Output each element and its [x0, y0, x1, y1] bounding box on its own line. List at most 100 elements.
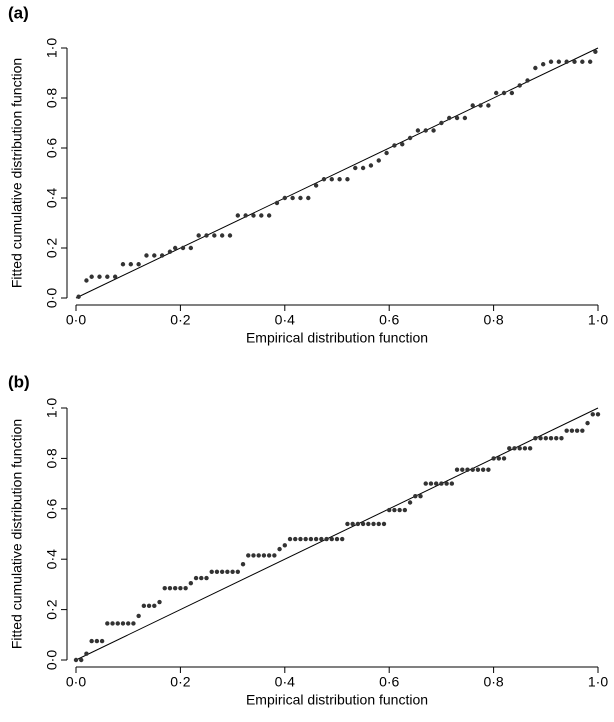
point: [319, 536, 324, 542]
x-tick-label: 0·2: [170, 674, 190, 690]
point: [274, 200, 280, 206]
point: [533, 436, 538, 441]
point: [167, 585, 173, 591]
point: [400, 142, 405, 147]
point: [381, 521, 387, 527]
point: [334, 536, 340, 542]
point: [353, 165, 358, 171]
point: [554, 436, 559, 441]
point: [251, 553, 256, 558]
point: [313, 183, 319, 188]
point: [556, 59, 562, 64]
point: [595, 412, 601, 417]
point: [384, 150, 389, 156]
point: [439, 481, 444, 486]
y-tick-label: 0·4: [44, 188, 60, 208]
point: [486, 103, 491, 108]
point: [350, 521, 355, 527]
point: [587, 59, 593, 64]
point: [486, 467, 491, 472]
point: [196, 233, 201, 238]
point: [593, 49, 598, 54]
point: [235, 213, 241, 218]
point: [439, 120, 444, 126]
point: [235, 569, 241, 574]
point: [105, 621, 110, 626]
point: [569, 428, 575, 433]
point: [494, 90, 499, 96]
point: [360, 521, 366, 527]
point: [415, 128, 421, 133]
y-tick-label: 0·8: [44, 448, 60, 468]
point: [144, 253, 149, 258]
point: [509, 90, 515, 96]
x-tick-label: 0·6: [379, 312, 399, 328]
point: [219, 569, 225, 574]
x-tick-label: 0·8: [483, 674, 503, 690]
x-tick-label: 0·6: [379, 674, 399, 690]
point: [559, 436, 564, 441]
point: [470, 467, 475, 472]
y-tick-label: 0·2: [44, 238, 60, 258]
y-tick-label: 0·0: [44, 288, 60, 308]
point: [259, 213, 264, 218]
point: [418, 494, 423, 499]
point: [152, 253, 157, 258]
y-tick-label: 0·6: [44, 498, 60, 518]
point: [431, 128, 436, 133]
point: [480, 467, 486, 472]
reference-line: [75, 407, 599, 661]
point: [308, 536, 314, 542]
x-tick-label: 0·0: [66, 674, 86, 690]
point: [580, 59, 585, 64]
point: [89, 274, 94, 279]
point: [454, 115, 460, 121]
point: [73, 657, 79, 663]
point: [447, 115, 452, 121]
point: [115, 621, 120, 626]
point: [423, 128, 428, 133]
point: [178, 585, 183, 591]
point: [266, 213, 272, 218]
point: [491, 456, 496, 461]
point: [261, 553, 267, 558]
panel-label: (b): [8, 372, 30, 391]
point: [128, 262, 134, 267]
point: [345, 521, 350, 527]
point: [512, 446, 517, 451]
point: [501, 456, 507, 461]
x-axis-title: Empirical distribution function: [246, 692, 428, 708]
point: [465, 467, 470, 472]
point: [97, 274, 102, 279]
point: [120, 621, 126, 626]
point: [507, 446, 512, 451]
point: [454, 467, 460, 472]
y-axis-title: Fitted cumulative distribution function: [9, 419, 25, 649]
point: [199, 575, 204, 581]
point: [287, 536, 293, 542]
point: [433, 481, 439, 486]
y-tick-label: 0·2: [44, 599, 60, 619]
point: [204, 233, 209, 238]
point: [340, 536, 345, 542]
x-axis-title: Empirical distribution function: [246, 330, 428, 346]
point: [256, 553, 261, 558]
point: [540, 62, 546, 67]
point: [141, 603, 147, 609]
point: [564, 428, 569, 433]
point: [282, 543, 287, 548]
point: [136, 262, 141, 267]
point: [89, 638, 94, 644]
point: [293, 536, 298, 542]
point: [212, 233, 217, 238]
point: [136, 613, 141, 619]
point: [402, 507, 408, 513]
point: [131, 621, 136, 626]
point: [152, 603, 157, 609]
point: [392, 143, 397, 148]
point: [397, 507, 402, 513]
point: [525, 78, 530, 83]
point: [407, 135, 413, 141]
point: [329, 536, 334, 542]
point: [246, 553, 251, 558]
